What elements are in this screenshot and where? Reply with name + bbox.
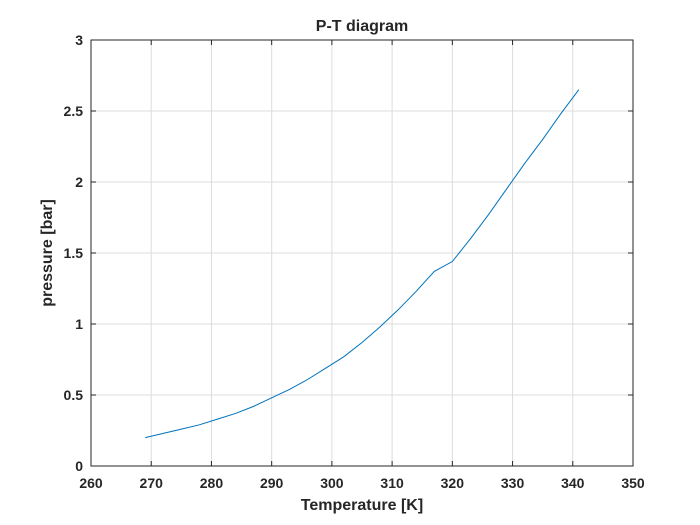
y-tick-label: 2.5 [64, 103, 84, 119]
x-tick-label: 350 [621, 475, 645, 491]
chart-title: P-T diagram [316, 18, 408, 35]
y-tick-label: 2 [75, 174, 83, 190]
grid [91, 40, 633, 466]
y-tick-label: 1.5 [64, 245, 84, 261]
x-tick-label: 340 [561, 475, 585, 491]
x-tick-label: 270 [140, 475, 164, 491]
y-tick-label: 3 [75, 32, 83, 48]
y-tick-label: 0 [75, 458, 83, 474]
x-tick-label: 330 [501, 475, 525, 491]
y-tick-label: 0.5 [64, 387, 84, 403]
y-axis-title: pressure [bar] [39, 199, 56, 307]
x-tick-label: 320 [441, 475, 465, 491]
ticks: 260 270 280 290 300 310 320 330 340 350 0 0.5 1 1.5 2 2… [64, 32, 645, 491]
pressure-curve-line [145, 89, 580, 439]
x-tick-label: 260 [79, 475, 103, 491]
x-tick-label: 310 [380, 475, 404, 491]
data-series [145, 89, 580, 439]
x-axis-title: Temperature [K] [301, 497, 423, 514]
x-tick-label: 300 [320, 475, 344, 491]
x-tick-label: 280 [200, 475, 224, 491]
y-tick-label: 1 [75, 316, 83, 332]
x-tick-label: 290 [260, 475, 284, 491]
